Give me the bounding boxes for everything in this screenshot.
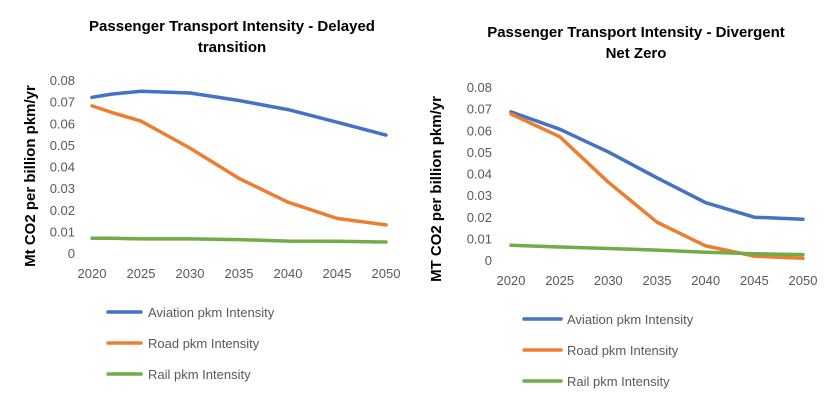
y-tick-label: 0.03 <box>467 188 492 203</box>
plot-area: 0 0.01 0.02 0.03 0.04 0.05 0.06 0.07 0.08 2020 202… <box>467 80 818 288</box>
chart-title-line: transition <box>198 39 266 56</box>
x-tick-label: 2035 <box>225 266 254 281</box>
y-tick-label: 0.05 <box>50 138 75 153</box>
legend-entry: Rail pkm Intensity <box>106 367 251 382</box>
y-tick-label: 0.03 <box>50 181 75 196</box>
y-tick-label: 0.08 <box>50 73 75 88</box>
x-tick-label: 2020 <box>497 273 526 288</box>
series-line-aviation <box>90 89 388 137</box>
x-tick-label: 2045 <box>323 266 352 281</box>
y-tick-label: 0.01 <box>467 231 492 246</box>
y-axis-label: MT CO2 per billion pkm/yr <box>428 96 445 282</box>
legend-entry: Road pkm Intensity <box>106 336 260 351</box>
y-tick-label: 0.01 <box>50 224 75 239</box>
x-tick-label: 2025 <box>127 266 156 281</box>
y-tick-label: 0.04 <box>50 160 75 175</box>
legend: Aviation pkm Intensity Road pkm Intensity… <box>106 305 275 382</box>
chart-title-line: Passenger Transport Intensity - Delayed <box>89 18 375 35</box>
y-axis-label: Mt CO2 per billion pkm/yr <box>22 85 39 267</box>
chart-delayed-transition: Passenger Transport Intensity - Delayed … <box>22 18 400 382</box>
y-tick-label: 0.06 <box>50 116 75 131</box>
y-tick-label: 0.07 <box>50 95 75 110</box>
legend-label: Aviation pkm Intensity <box>567 312 694 327</box>
x-tick-label: 2045 <box>740 273 769 288</box>
y-tick-label: 0 <box>485 253 492 268</box>
legend-label: Road pkm Intensity <box>148 336 260 351</box>
y-tick-label: 0 <box>68 246 75 261</box>
plot-area: 0 0.01 0.02 0.03 0.04 0.05 0.06 0.07 0.08 2020 202… <box>50 73 401 281</box>
y-tick-label: 0.05 <box>467 145 492 160</box>
series-line-road <box>509 112 805 261</box>
x-tick-label: 2025 <box>545 273 574 288</box>
chart-title-line: Net Zero <box>606 45 667 62</box>
legend-label: Aviation pkm Intensity <box>148 305 275 320</box>
legend: Aviation pkm Intensity Road pkm Intensity… <box>522 312 694 389</box>
chart-title-line: Passenger Transport Intensity - Divergen… <box>487 24 785 41</box>
series-line-aviation <box>509 110 805 222</box>
x-tick-label: 2040 <box>691 273 720 288</box>
legend-entry: Rail pkm Intensity <box>522 374 670 389</box>
chart-divergent-net-zero: Passenger Transport Intensity - Divergen… <box>428 24 817 389</box>
y-tick-label: 0.02 <box>467 210 492 225</box>
legend-label: Rail pkm Intensity <box>567 374 670 389</box>
x-tick-label: 2030 <box>594 273 623 288</box>
legend-entry: Road pkm Intensity <box>522 343 679 358</box>
x-tick-label: 2030 <box>176 266 205 281</box>
y-tick-label: 0.08 <box>467 80 492 95</box>
legend-label: Road pkm Intensity <box>567 343 679 358</box>
series-line-rail <box>90 236 388 244</box>
x-tick-label: 2035 <box>643 273 672 288</box>
legend-entry: Aviation pkm Intensity <box>522 312 694 327</box>
y-tick-label: 0.06 <box>467 123 492 138</box>
x-tick-label: 2050 <box>789 273 818 288</box>
legend-entry: Aviation pkm Intensity <box>106 305 275 320</box>
x-tick-label: 2040 <box>274 266 303 281</box>
series-line-rail <box>509 243 805 257</box>
series-line-road <box>90 104 388 227</box>
y-tick-label: 0.02 <box>50 203 75 218</box>
y-tick-label: 0.07 <box>467 102 492 117</box>
x-tick-label: 2050 <box>372 266 401 281</box>
legend-label: Rail pkm Intensity <box>148 367 251 382</box>
x-tick-label: 2020 <box>78 266 107 281</box>
y-tick-label: 0.04 <box>467 167 492 182</box>
